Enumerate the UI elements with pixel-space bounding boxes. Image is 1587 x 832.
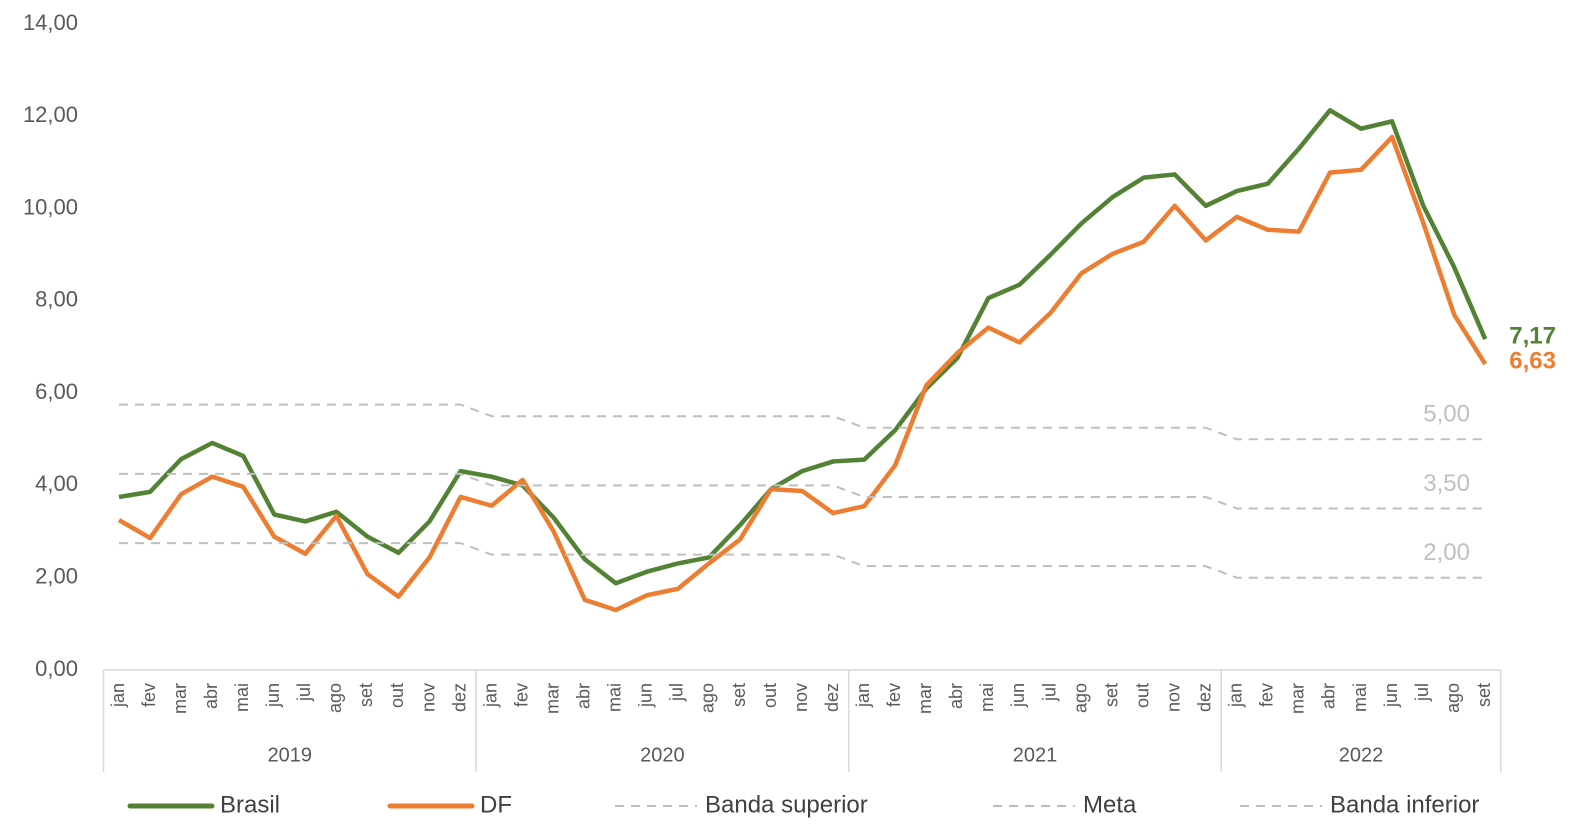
y-tick-label: 6,00: [35, 379, 78, 404]
legend-label: DF: [480, 791, 512, 818]
x-tick-label: abr: [1319, 683, 1339, 709]
series-line: [119, 472, 1486, 510]
x-tick-label: ago: [698, 683, 718, 713]
x-tick-label: fev: [1257, 683, 1277, 707]
y-tick-label: 12,00: [23, 102, 78, 127]
legend-label: Brasil: [220, 791, 280, 818]
x-tick-label: mai: [605, 683, 625, 712]
x-tick-label: mar: [170, 683, 190, 714]
x-tick-label: mai: [977, 683, 997, 712]
year-label: 2021: [1013, 744, 1058, 766]
legend-label: Banda inferior: [1330, 791, 1479, 818]
data-label: 6,63: [1509, 347, 1556, 374]
year-label: 2020: [640, 744, 685, 766]
x-tick-label: jan: [853, 683, 873, 708]
data-label: 7,17: [1509, 322, 1556, 349]
y-tick-label: 10,00: [23, 194, 78, 219]
x-tick-label: fev: [884, 683, 904, 707]
x-tick-label: mar: [915, 683, 935, 714]
x-tick-label: jul: [294, 683, 314, 702]
series-line: [119, 403, 1486, 441]
x-tick-label: dez: [1195, 683, 1215, 712]
x-tick-label: mai: [232, 683, 252, 712]
data-label: 2,00: [1423, 539, 1470, 566]
x-tick-label: out: [1132, 683, 1152, 708]
series-line: [119, 542, 1486, 579]
x-tick-label: ago: [1443, 683, 1463, 713]
x-tick-label: jul: [667, 683, 687, 702]
x-tick-label: nov: [791, 683, 811, 712]
data-label: 5,00: [1423, 401, 1470, 428]
x-tick-label: dez: [822, 683, 842, 712]
x-tick-label: dez: [449, 683, 469, 712]
x-tick-label: set: [1474, 683, 1494, 707]
x-tick-label: mai: [1350, 683, 1370, 712]
x-tick-label: abr: [946, 683, 966, 709]
x-tick-label: fev: [139, 683, 159, 707]
x-tick-label: jun: [1008, 683, 1028, 708]
year-label: 2019: [268, 744, 313, 766]
series-line: [118, 108, 1488, 586]
x-tick-label: abr: [201, 683, 221, 709]
y-tick-label: 14,00: [23, 10, 78, 35]
x-tick-label: ago: [325, 683, 345, 713]
x-tick-label: set: [729, 683, 749, 707]
legend-label: Meta: [1083, 791, 1137, 818]
x-tick-label: fev: [511, 683, 531, 707]
legend-label: Banda superior: [705, 791, 868, 818]
x-tick-label: set: [356, 683, 376, 707]
x-tick-label: mar: [1288, 683, 1308, 714]
x-tick-label: jul: [1039, 683, 1059, 702]
y-tick-label: 2,00: [35, 564, 78, 589]
y-tick-label: 0,00: [35, 656, 78, 681]
x-tick-label: jul: [1412, 683, 1432, 702]
year-label: 2022: [1339, 744, 1384, 766]
y-tick-label: 4,00: [35, 471, 78, 496]
y-tick-label: 8,00: [35, 287, 78, 312]
x-tick-label: jan: [108, 683, 128, 708]
x-tick-label: jun: [1381, 683, 1401, 708]
x-tick-label: abr: [574, 683, 594, 709]
x-tick-label: jun: [263, 683, 283, 708]
series-line: [117, 134, 1488, 613]
x-tick-label: nov: [418, 683, 438, 712]
x-tick-label: nov: [1163, 683, 1183, 712]
x-tick-label: out: [387, 683, 407, 708]
x-tick-label: jan: [480, 683, 500, 708]
x-tick-label: out: [760, 683, 780, 708]
x-tick-label: mar: [542, 683, 562, 714]
x-tick-label: set: [1101, 683, 1121, 707]
x-tick-label: ago: [1070, 683, 1090, 713]
data-label: 3,50: [1423, 470, 1470, 497]
x-tick-label: jan: [1226, 683, 1246, 708]
x-tick-label: jun: [636, 683, 656, 708]
